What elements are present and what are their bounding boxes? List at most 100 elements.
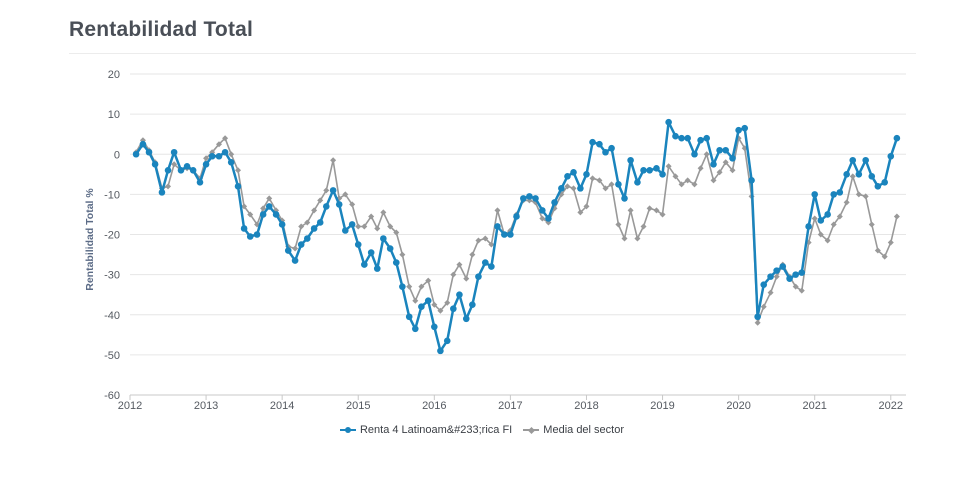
data-point[interactable] — [323, 187, 330, 194]
data-point[interactable] — [221, 148, 229, 156]
data-point[interactable] — [132, 150, 140, 158]
data-point[interactable] — [202, 160, 210, 168]
data-point[interactable] — [354, 241, 362, 248]
data-point[interactable] — [329, 187, 337, 194]
data-point[interactable] — [697, 136, 704, 144]
data-point[interactable] — [482, 235, 489, 242]
data-point[interactable] — [151, 160, 159, 168]
data-point[interactable] — [722, 159, 729, 166]
data-point[interactable] — [494, 223, 501, 230]
data-point[interactable] — [222, 135, 229, 142]
data-point[interactable] — [887, 239, 894, 246]
data-point[interactable] — [653, 207, 660, 214]
data-point[interactable] — [393, 229, 400, 236]
data-point[interactable] — [316, 219, 324, 226]
data-point[interactable] — [203, 155, 210, 162]
data-point[interactable] — [672, 132, 679, 140]
data-point[interactable] — [862, 193, 869, 200]
data-point[interactable] — [881, 179, 888, 186]
data-point[interactable] — [596, 140, 603, 148]
data-point[interactable] — [627, 207, 634, 214]
data-point[interactable] — [893, 213, 900, 220]
data-point[interactable] — [684, 134, 691, 142]
data-point[interactable] — [564, 173, 571, 180]
data-point[interactable] — [615, 181, 622, 188]
data-point[interactable] — [887, 152, 895, 160]
data-point[interactable] — [367, 249, 375, 256]
data-point[interactable] — [798, 287, 805, 294]
data-point[interactable] — [246, 233, 254, 240]
data-point[interactable] — [361, 261, 368, 268]
data-point[interactable] — [241, 203, 248, 210]
data-point[interactable] — [208, 152, 216, 160]
data-point[interactable] — [330, 157, 337, 164]
data-point[interactable] — [507, 231, 514, 238]
data-point[interactable] — [532, 195, 539, 202]
data-point[interactable] — [291, 257, 299, 264]
data-point[interactable] — [602, 148, 609, 156]
data-point[interactable] — [779, 263, 787, 270]
data-point[interactable] — [665, 163, 672, 170]
data-point[interactable] — [735, 126, 742, 134]
data-point[interactable] — [260, 205, 267, 212]
data-point[interactable] — [450, 305, 457, 313]
data-point[interactable] — [158, 189, 166, 196]
data-point[interactable] — [469, 301, 476, 309]
data-point[interactable] — [665, 118, 672, 126]
data-point[interactable] — [469, 251, 476, 258]
data-point[interactable] — [602, 185, 609, 192]
data-point[interactable] — [387, 223, 394, 230]
data-point[interactable] — [481, 259, 489, 266]
data-point[interactable] — [456, 291, 463, 298]
data-point[interactable] — [741, 124, 749, 132]
data-point[interactable] — [817, 217, 825, 224]
data-point[interactable] — [145, 148, 153, 156]
data-point[interactable] — [703, 151, 710, 158]
data-point[interactable] — [703, 134, 710, 142]
data-point[interactable] — [216, 141, 223, 148]
data-point[interactable] — [792, 271, 799, 278]
data-point[interactable] — [640, 223, 647, 230]
data-point[interactable] — [418, 283, 425, 290]
data-point[interactable] — [392, 259, 400, 266]
data-point[interactable] — [266, 195, 273, 202]
data-point[interactable] — [259, 211, 267, 218]
data-point[interactable] — [284, 247, 292, 254]
data-point[interactable] — [817, 231, 824, 238]
data-point[interactable] — [691, 150, 698, 158]
data-point[interactable] — [811, 215, 818, 222]
data-point[interactable] — [716, 146, 723, 154]
data-point[interactable] — [672, 173, 679, 180]
data-point[interactable] — [691, 181, 698, 188]
data-point[interactable] — [386, 245, 394, 252]
data-point[interactable] — [729, 154, 736, 162]
data-point[interactable] — [165, 183, 172, 190]
data-point[interactable] — [608, 144, 615, 152]
data-point[interactable] — [456, 261, 463, 268]
data-point[interactable] — [564, 183, 571, 190]
data-point[interactable] — [577, 209, 584, 216]
data-point[interactable] — [215, 152, 223, 160]
data-point[interactable] — [298, 223, 305, 230]
data-point[interactable] — [240, 225, 248, 232]
data-point[interactable] — [855, 171, 863, 178]
data-point[interactable] — [444, 299, 451, 306]
data-point[interactable] — [836, 213, 843, 220]
data-point[interactable] — [342, 227, 349, 234]
data-point[interactable] — [589, 138, 596, 146]
data-point[interactable] — [862, 156, 869, 164]
data-point[interactable] — [798, 269, 806, 276]
data-point[interactable] — [659, 171, 666, 178]
data-point[interactable] — [361, 223, 368, 230]
data-point[interactable] — [139, 140, 147, 148]
legend-item-fund[interactable]: Renta 4 Latinoam&#233;rica FI — [339, 424, 512, 436]
data-point[interactable] — [710, 177, 717, 184]
data-point[interactable] — [678, 134, 685, 142]
data-point[interactable] — [811, 191, 819, 198]
data-point[interactable] — [265, 203, 273, 210]
data-point[interactable] — [836, 189, 844, 196]
data-point[interactable] — [583, 203, 590, 210]
data-point[interactable] — [646, 167, 653, 174]
data-point[interactable] — [634, 235, 641, 242]
data-point[interactable] — [583, 171, 590, 178]
